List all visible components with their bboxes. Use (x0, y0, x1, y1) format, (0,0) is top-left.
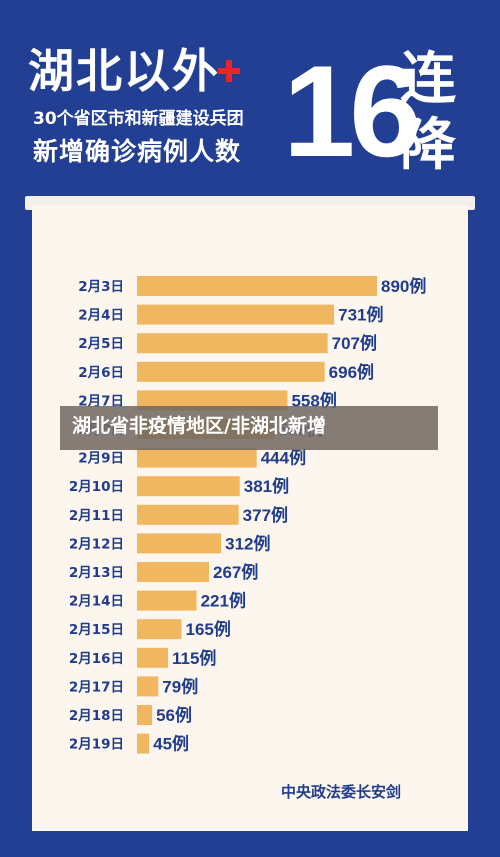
value-label: 79例 (162, 676, 198, 696)
value-label: 312例 (225, 533, 270, 553)
value-label: 696例 (329, 362, 374, 382)
category-label: 2月13日 (69, 565, 124, 581)
value-label: 444例 (261, 448, 306, 468)
value-label: 558例 (291, 390, 336, 410)
category-label: 2月14日 (69, 594, 124, 610)
red-cross-icon (218, 60, 240, 82)
category-label: 2月4日 (78, 308, 124, 324)
header: 湖北以外 30个省区市和新疆建设兵团 新增确诊病例人数 16 连 降 (0, 0, 500, 205)
category-label: 2月6日 (78, 365, 124, 381)
caption-text: 湖北省非疫情地区/非湖北新增 (72, 415, 326, 437)
category-label: 2月9日 (78, 451, 124, 467)
bar (137, 619, 182, 640)
bar (137, 276, 377, 296)
value-label: 707例 (332, 333, 377, 353)
value-label: 165例 (185, 619, 230, 639)
category-label: 2月19日 (69, 737, 124, 753)
category-label: 2月3日 (78, 279, 124, 295)
title-subtitle: 30个省区市和新疆建设兵团 (33, 109, 244, 129)
chart-panel: 2月3日 890例 2月4日 731例 2月5日 707例 2月6日 696例 2月7日 558例… (32, 206, 468, 831)
bar (137, 533, 222, 554)
bar (137, 390, 288, 411)
category-label: 2月7日 (78, 393, 124, 409)
category-label: 2月12日 (69, 536, 124, 552)
value-label: 221例 (201, 591, 246, 611)
category-label: 2月5日 (78, 336, 124, 352)
value-label: 45例 (153, 734, 189, 754)
caption-overlay: 湖北省非疫情地区/非湖北新增 (60, 406, 438, 450)
value-label: 377例 (243, 505, 288, 525)
bar-chart: 2月3日 890例 2月4日 731例 2月5日 707例 2月6日 696例 2月7日 558例… (69, 276, 426, 754)
category-label: 2月11日 (69, 508, 124, 524)
bar (137, 647, 169, 668)
category-label: 2月10日 (69, 479, 124, 495)
value-label: 381例 (244, 476, 289, 496)
category-label: 2月16日 (69, 651, 124, 667)
bar (137, 733, 150, 754)
big-number: 16 (283, 38, 422, 184)
bar (137, 590, 197, 611)
bar (137, 705, 153, 725)
bar (137, 676, 159, 697)
category-label: 2月17日 (69, 679, 124, 695)
value-label: 267例 (213, 562, 258, 582)
bar (137, 361, 325, 382)
value-label: 56例 (156, 705, 192, 725)
side-char-bottom: 降 (400, 113, 456, 178)
bar (137, 333, 328, 354)
bar (137, 447, 257, 468)
value-label: 731例 (338, 305, 383, 325)
side-char-top: 连 (400, 47, 456, 112)
bar (137, 504, 239, 525)
title-subject: 新增确诊病例人数 (33, 137, 242, 166)
value-label: 890例 (381, 276, 426, 296)
category-label: 2月18日 (69, 708, 124, 724)
source-credit: 中央政法委长安剑 (281, 783, 402, 801)
value-label: 115例 (172, 648, 216, 668)
bar (137, 562, 209, 582)
bar (137, 304, 335, 325)
title-main: 湖北以外 (28, 44, 220, 98)
bar (137, 476, 240, 497)
category-label: 2月15日 (69, 622, 124, 638)
